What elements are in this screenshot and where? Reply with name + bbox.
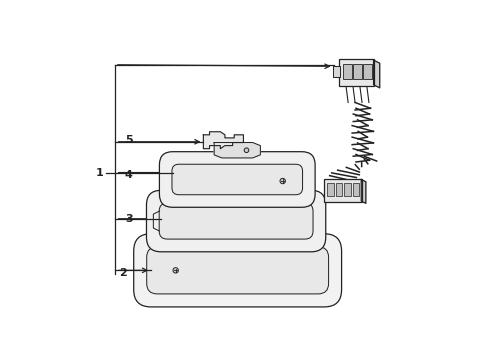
FancyBboxPatch shape bbox=[159, 152, 315, 207]
FancyBboxPatch shape bbox=[147, 247, 329, 294]
Circle shape bbox=[173, 267, 178, 273]
FancyBboxPatch shape bbox=[343, 64, 352, 79]
FancyBboxPatch shape bbox=[352, 183, 359, 196]
FancyBboxPatch shape bbox=[159, 203, 313, 239]
Polygon shape bbox=[361, 180, 366, 203]
Polygon shape bbox=[302, 165, 312, 201]
Text: 3: 3 bbox=[125, 214, 132, 224]
Circle shape bbox=[280, 178, 285, 184]
Polygon shape bbox=[214, 143, 260, 158]
FancyBboxPatch shape bbox=[323, 179, 362, 202]
FancyBboxPatch shape bbox=[363, 64, 371, 79]
Polygon shape bbox=[311, 205, 323, 245]
FancyBboxPatch shape bbox=[134, 234, 342, 307]
FancyBboxPatch shape bbox=[147, 190, 326, 252]
Circle shape bbox=[244, 148, 249, 153]
Polygon shape bbox=[172, 194, 312, 201]
FancyBboxPatch shape bbox=[344, 183, 351, 196]
Text: 4: 4 bbox=[125, 170, 133, 180]
FancyBboxPatch shape bbox=[327, 183, 334, 196]
Polygon shape bbox=[203, 132, 244, 149]
FancyBboxPatch shape bbox=[336, 183, 342, 196]
FancyBboxPatch shape bbox=[353, 64, 362, 79]
Text: 5: 5 bbox=[125, 135, 132, 145]
Polygon shape bbox=[373, 60, 380, 88]
Polygon shape bbox=[324, 251, 338, 299]
Text: 2: 2 bbox=[119, 267, 126, 278]
FancyBboxPatch shape bbox=[333, 66, 340, 77]
Polygon shape bbox=[151, 289, 338, 299]
FancyBboxPatch shape bbox=[172, 164, 302, 195]
Text: 1: 1 bbox=[96, 167, 103, 177]
Polygon shape bbox=[161, 237, 323, 245]
FancyBboxPatch shape bbox=[339, 59, 374, 86]
